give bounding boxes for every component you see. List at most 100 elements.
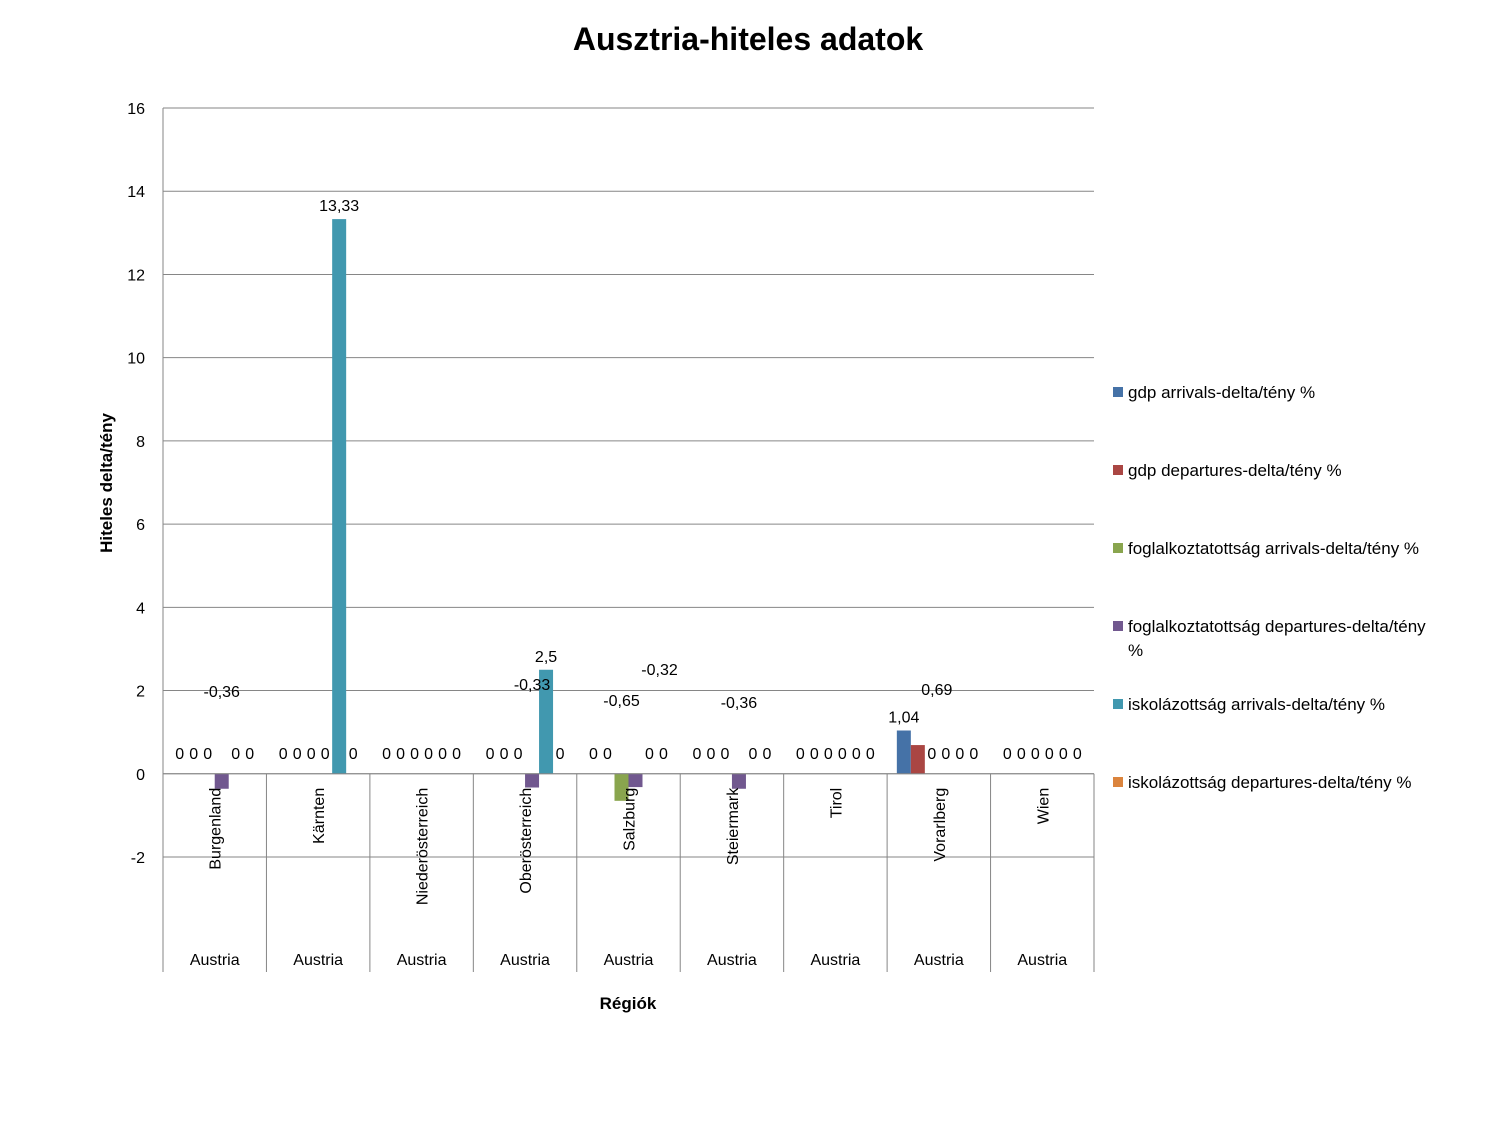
group-label: Austria [293,952,343,969]
data-label: 0,69 [921,682,952,699]
data-label: 0 [1017,746,1026,763]
legend-label: iskolázottság departures-delta/tény % [1128,773,1412,792]
category-label: Wien [1035,788,1052,824]
data-label: 0 [203,746,212,763]
data-label: 0 [720,746,729,763]
category-label: Vorarlberg [932,788,949,862]
group-label: Austria [190,952,240,969]
data-label: 0 [321,746,330,763]
axes: -2 0 2 4 6 8 10 12 14 16 [127,101,1095,972]
bar [614,773,629,801]
legend-label: iskolázottság arrivals-delta/tény % [1128,695,1385,714]
bar [525,773,540,788]
category-label: Kärnten [311,788,328,844]
group-label: Austria [707,952,757,969]
data-label: 0 [189,746,198,763]
bar [214,773,229,789]
group-label: Austria [810,952,860,969]
bars [214,219,925,801]
bar [910,745,925,774]
y-tick-label: 2 [136,684,145,701]
bar [332,219,347,774]
data-label: 0 [927,746,936,763]
y-tick-label: 0 [136,767,145,784]
data-label: 1,04 [888,710,919,727]
data-label: 0 [1073,746,1082,763]
bar [628,773,643,788]
data-label: 0 [293,746,302,763]
category-label: Tirol [828,788,845,819]
y-tick-label: 4 [136,600,145,617]
legend-label: foglalkoztatottság arrivals-delta/tény % [1128,539,1419,558]
data-label: 0 [692,746,701,763]
y-tick-label: 6 [136,517,145,534]
group-label: Austria [500,952,550,969]
data-label: -0,36 [721,695,758,712]
data-label: 0 [1045,746,1054,763]
data-label: 0 [556,746,565,763]
legend-swatch [1113,777,1123,787]
data-label: 0 [852,746,861,763]
legend-label: foglalkoztatottság departures-delta/tény… [1128,617,1426,660]
data-label: 0 [486,746,495,763]
data-label: 0 [1031,746,1040,763]
data-label: -0,33 [514,677,551,694]
category-label: Steiermark [725,787,742,865]
y-tick-label: 8 [136,434,145,451]
data-label: 0 [452,746,461,763]
data-label: 0 [838,746,847,763]
data-label: 0 [231,746,240,763]
data-label: 0 [382,746,391,763]
category-label: Oberösterreich [518,788,535,894]
data-label: 0 [941,746,950,763]
group-label: Austria [1017,952,1067,969]
data-label: 0 [438,746,447,763]
data-label: 0 [500,746,509,763]
y-tick-label: 10 [127,351,145,368]
data-labels: 0 0 0-0,360 0 0 0 0 013,330 0 0 0 0 0 0 0 0 0-0,332,50 0 0… [175,198,1082,763]
data-label: -0,32 [641,662,678,679]
data-label: 0 [514,746,523,763]
group-label: Austria [604,952,654,969]
data-label: 0 [866,746,875,763]
category-label: Salzburg [622,788,639,851]
data-label: 0 [410,746,419,763]
group-label: Austria [914,952,964,969]
legend: gdp arrivals-delta/tény % gdp departures-… [1113,383,1426,792]
data-label: 0 [969,746,978,763]
y-tick-label: -2 [131,850,145,867]
legend-label: gdp arrivals-delta/tény % [1128,383,1315,402]
data-label: 13,33 [319,198,359,215]
category-label: Niederösterreich [415,788,432,905]
y-axis-title: Hiteles delta/tény [97,413,116,553]
legend-swatch [1113,543,1123,553]
data-label: 0 [175,746,184,763]
y-tick-label: 14 [127,184,145,201]
data-label: 0 [706,746,715,763]
data-label: 0 [645,746,654,763]
data-label: 0 [396,746,405,763]
x-axis-title: Régiók [600,994,657,1013]
data-label: 0 [955,746,964,763]
legend-label: gdp departures-delta/tény % [1128,461,1342,480]
data-label: 0 [424,746,433,763]
chart-title: Ausztria-hiteles adatok [573,21,924,57]
data-label: 0 [603,746,612,763]
data-label: 0 [810,746,819,763]
bar [896,730,911,774]
gridlines [163,107,1094,858]
data-label: 0 [307,746,316,763]
bar [731,773,746,789]
data-label: 0 [589,746,598,763]
legend-swatch [1113,699,1123,709]
category-labels: Burgenland Austria Kärnten Austria Niederöst… [190,787,1067,969]
data-label: -0,36 [203,684,240,701]
data-label: 0 [762,746,771,763]
data-label: 0 [1059,746,1068,763]
data-label: 0 [824,746,833,763]
bar [539,669,554,774]
data-label: 2,5 [535,649,557,666]
data-label: 0 [659,746,668,763]
data-label: 0 [245,746,254,763]
